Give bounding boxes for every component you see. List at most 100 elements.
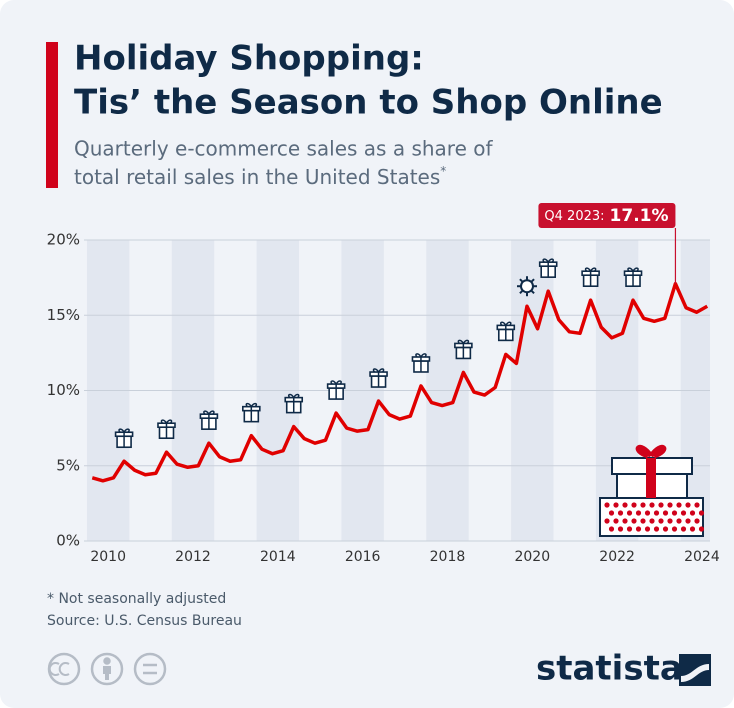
present-dot: [653, 510, 660, 516]
present-dot: [635, 526, 642, 532]
gift-bow: [245, 402, 258, 422]
gift-bow: [542, 258, 554, 278]
gift-bow: [500, 321, 512, 341]
present-dot: [658, 502, 664, 508]
present-dot: [689, 526, 696, 532]
gift-icon: [454, 339, 473, 360]
subtitle: total retail sales in the United States*: [74, 164, 446, 189]
gift-bow: [203, 410, 215, 430]
virus-body: [519, 279, 534, 294]
present-dot: [613, 518, 619, 524]
y-tick-label: 5%: [56, 456, 80, 474]
x-tick-label: 2014: [260, 549, 296, 565]
subtitle: Quarterly e-commerce sales as a share of: [74, 137, 493, 161]
footnote: * Not seasonally adjusted: [47, 591, 226, 607]
chart-title: Tis’ the Season to Shop Online: [74, 83, 663, 123]
virus-spike: [519, 289, 524, 294]
gift-bow: [287, 393, 300, 413]
gift-icon: [157, 419, 176, 440]
plot: 2010 2012 2014 2016 2018 2020 2022 2024 0% 5% 10% 1…: [47, 203, 720, 565]
present-dot: [667, 518, 673, 524]
x-tick-label: 2018: [430, 549, 466, 565]
present-dot: [640, 502, 646, 508]
present-dot: [622, 502, 628, 508]
present-dot: [698, 510, 705, 516]
x-tick-label: 2022: [599, 549, 635, 565]
present-dot: [635, 510, 642, 516]
annotation-box: [538, 203, 676, 228]
virus-spike: [530, 278, 535, 283]
present-dot: [662, 526, 669, 532]
present-illustration: [599, 444, 705, 537]
present-dot: [662, 510, 669, 516]
present-dot: [667, 502, 673, 508]
y-tick-label: 0%: [56, 532, 80, 550]
gift-bow: [584, 267, 597, 287]
annotation-value: 17.1%: [610, 206, 669, 226]
y-tick-label: 20%: [47, 231, 80, 249]
present-dot: [653, 526, 660, 532]
present-dot: [631, 502, 637, 508]
present-dot: [617, 510, 624, 516]
source: Source: U.S. Census Bureau: [47, 613, 242, 629]
present-dot: [626, 526, 633, 532]
present-dot: [613, 502, 619, 508]
present-dot: [685, 502, 691, 508]
x-tick-label: 2016: [345, 549, 381, 565]
virus-spike: [530, 289, 535, 294]
gift-bow: [627, 267, 639, 287]
present-dot: [644, 510, 651, 516]
annotation: Q4 2023: 17.1%: [544, 206, 668, 226]
gift-bow: [372, 368, 385, 388]
y-tick-label: 15%: [47, 306, 80, 324]
subtitle-text: total retail sales in the United States: [74, 165, 440, 189]
title-accent: [46, 42, 58, 188]
gift-bow: [457, 339, 470, 359]
gift-icon: [581, 267, 600, 288]
present-dot: [689, 510, 696, 516]
present-dot: [617, 526, 624, 532]
gift-icon: [411, 353, 431, 373]
present-dot: [676, 518, 682, 524]
present-dot: [698, 526, 705, 532]
present-dot: [604, 502, 610, 508]
gift-icon: [114, 428, 134, 449]
gift-icon: [199, 410, 219, 430]
present-dot: [604, 518, 610, 524]
x-tick-label: 2020: [514, 549, 550, 565]
present-dot: [649, 502, 655, 508]
gift-bow: [415, 353, 427, 372]
y-tick-label: 10%: [47, 381, 80, 399]
x-tick-label: 2024: [684, 549, 720, 565]
gift-icon: [496, 321, 516, 342]
license-icons: [47, 652, 167, 686]
present-dot: [694, 502, 700, 508]
present-dot: [671, 526, 678, 532]
x-tick-label: 2010: [90, 549, 126, 565]
gift-icon: [284, 393, 304, 414]
present-dot: [676, 502, 682, 508]
present-dot: [649, 518, 655, 524]
gift-icon: [242, 402, 261, 423]
present-dot: [671, 510, 678, 516]
virus-spike: [519, 278, 524, 283]
present-dot: [680, 526, 687, 532]
present-dot: [622, 518, 628, 524]
x-tick-label: 2012: [175, 549, 211, 565]
gift-bow: [118, 428, 130, 448]
present-dot: [608, 510, 615, 516]
present-dot: [608, 526, 615, 532]
virus-icon: [516, 276, 537, 297]
present-dot: [644, 526, 651, 532]
present-dot: [685, 518, 691, 524]
gift-icon: [623, 267, 643, 288]
present-dot: [640, 518, 646, 524]
subtitle-mark: *: [440, 164, 446, 178]
gift-icon: [538, 258, 558, 278]
brand: statista: [536, 649, 683, 689]
present-dot: [626, 510, 633, 516]
present-dot: [631, 518, 637, 524]
annotation-text: Q4 2023:: [544, 209, 604, 224]
